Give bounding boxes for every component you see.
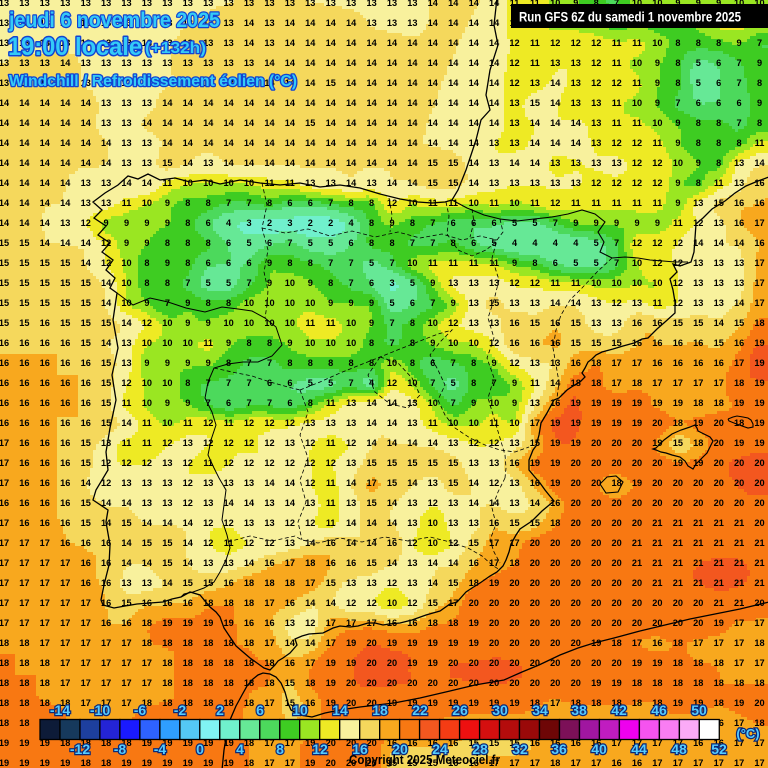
svg-text:24: 24 [432, 741, 448, 757]
svg-text:10: 10 [292, 702, 308, 718]
svg-text:30: 30 [492, 702, 508, 718]
svg-text:8: 8 [276, 741, 284, 757]
svg-text:Run GFS 6Z du samedi 1 novembr: Run GFS 6Z du samedi 1 novembre 2025 [519, 9, 741, 25]
svg-text:(+132h): (+132h) [145, 40, 206, 57]
svg-text:48: 48 [671, 741, 687, 757]
svg-text:32: 32 [512, 741, 528, 757]
svg-text:2: 2 [216, 702, 224, 718]
svg-text:(°C): (°C) [736, 726, 759, 741]
svg-text:20: 20 [392, 741, 408, 757]
svg-text:38: 38 [571, 702, 587, 718]
svg-text:Copyright 2025 Meteociel.fr: Copyright 2025 Meteociel.fr [349, 752, 500, 767]
svg-text:36: 36 [551, 741, 567, 757]
svg-text:-4: -4 [154, 741, 167, 757]
svg-text:14: 14 [332, 702, 348, 718]
svg-text:16: 16 [352, 741, 368, 757]
svg-text:19:00 locale: 19:00 locale [8, 33, 142, 61]
svg-text:46: 46 [651, 702, 667, 718]
svg-text:44: 44 [631, 741, 647, 757]
svg-text:34: 34 [532, 702, 548, 718]
svg-text:0: 0 [196, 741, 204, 757]
svg-text:26: 26 [452, 702, 468, 718]
svg-text:-14: -14 [50, 702, 70, 718]
svg-text:42: 42 [611, 702, 627, 718]
svg-text:-2: -2 [174, 702, 187, 718]
svg-text:-12: -12 [70, 741, 90, 757]
svg-text:Windchill / Refroidissement éo: Windchill / Refroidissement éolien (°C) [9, 73, 297, 90]
svg-text:12: 12 [312, 741, 328, 757]
svg-text:6: 6 [256, 702, 264, 718]
svg-text:-10: -10 [90, 702, 110, 718]
svg-text:40: 40 [591, 741, 607, 757]
svg-text:-6: -6 [134, 702, 147, 718]
svg-text:-8: -8 [114, 741, 127, 757]
svg-text:jeudi 6 novembre 2025: jeudi 6 novembre 2025 [8, 9, 220, 32]
svg-text:50: 50 [691, 702, 707, 718]
svg-text:22: 22 [412, 702, 428, 718]
svg-text:4: 4 [236, 741, 244, 757]
svg-text:28: 28 [472, 741, 488, 757]
svg-text:18: 18 [372, 702, 388, 718]
svg-text:52: 52 [711, 741, 727, 757]
